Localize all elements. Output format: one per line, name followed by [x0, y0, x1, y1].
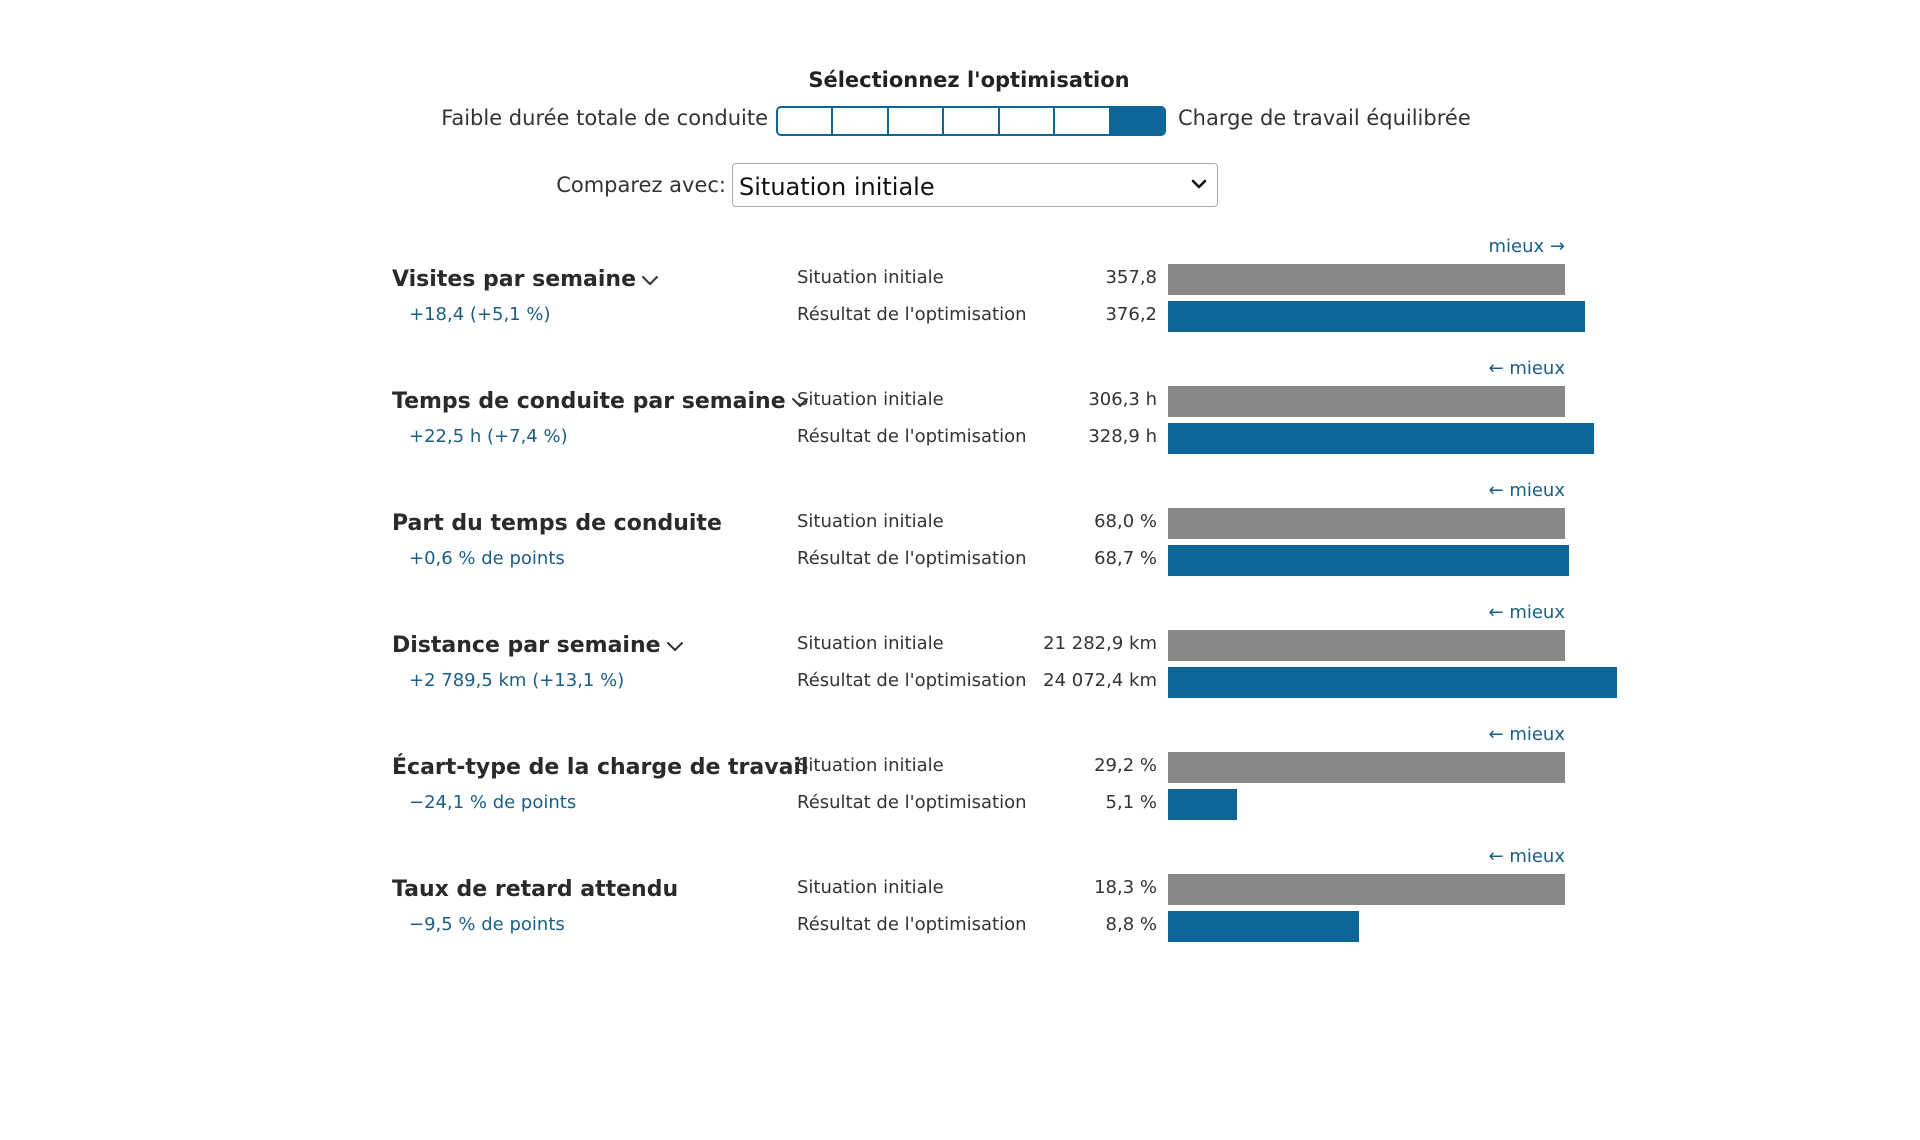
initial-bar — [1168, 386, 1565, 417]
optimization-segment-6[interactable] — [1055, 108, 1111, 134]
metric-title-text: Temps de conduite par semaine — [392, 389, 786, 414]
initial-row-label: Situation initiale — [797, 877, 944, 898]
optimized-row-label: Résultat de l'optimisation — [797, 792, 1027, 813]
better-direction-hint: ← mieux — [1488, 724, 1565, 745]
optimized-value: 328,9 h — [1088, 426, 1157, 447]
initial-bar — [1168, 752, 1565, 783]
initial-row-label: Situation initiale — [797, 389, 944, 410]
better-direction-hint: ← mieux — [1488, 846, 1565, 867]
metric-delta: +0,6 % de points — [409, 548, 565, 569]
metric-title: Taux de retard attendu — [392, 877, 678, 902]
metric-title: Écart-type de la charge de travail — [392, 755, 809, 780]
metric-block: ← mieux Distance par semaine +2 789,5 km (… — [0, 602, 1920, 722]
initial-value: 21 282,9 km — [1043, 633, 1157, 654]
metric-delta: −24,1 % de points — [409, 792, 577, 813]
optimization-left-label: Faible durée totale de conduite — [441, 106, 768, 130]
initial-row-label: Situation initiale — [797, 511, 944, 532]
optimized-value: 24 072,4 km — [1043, 670, 1157, 691]
metric-title-text: Écart-type de la charge de travail — [392, 755, 809, 780]
better-direction-hint: mieux → — [1488, 236, 1565, 257]
metric-title[interactable]: Distance par semaine — [392, 633, 684, 658]
metric-title-text: Part du temps de conduite — [392, 511, 722, 536]
metric-delta: +22,5 h (+7,4 %) — [409, 426, 568, 447]
initial-value: 18,3 % — [1094, 877, 1157, 898]
optimized-bar — [1168, 667, 1617, 698]
metric-title-text: Distance par semaine — [392, 633, 661, 658]
optimized-row-label: Résultat de l'optimisation — [797, 304, 1027, 325]
metric-delta: +2 789,5 km (+13,1 %) — [409, 670, 625, 691]
metric-block: ← mieux Part du temps de conduite +0,6 % d… — [0, 480, 1920, 600]
initial-value: 357,8 — [1105, 267, 1157, 288]
better-direction-hint: ← mieux — [1488, 602, 1565, 623]
optimized-value: 376,2 — [1105, 304, 1157, 325]
metric-block: ← mieux Écart-type de la charge de travai… — [0, 724, 1920, 844]
optimization-slider[interactable] — [776, 106, 1166, 136]
metric-block: ← mieux Taux de retard attendu −9,5 % de p… — [0, 846, 1920, 966]
optimized-row-label: Résultat de l'optimisation — [797, 426, 1027, 447]
better-direction-hint: ← mieux — [1488, 480, 1565, 501]
initial-bar — [1168, 874, 1565, 905]
chevron-down-icon — [642, 275, 659, 285]
metric-delta: +18,4 (+5,1 %) — [409, 304, 551, 325]
optimized-row-label: Résultat de l'optimisation — [797, 914, 1027, 935]
optimization-segment-7[interactable] — [1110, 108, 1164, 134]
optimized-value: 68,7 % — [1094, 548, 1157, 569]
initial-row-label: Situation initiale — [797, 755, 944, 776]
optimized-row-label: Résultat de l'optimisation — [797, 548, 1027, 569]
metric-title-text: Taux de retard attendu — [392, 877, 679, 902]
initial-row-label: Situation initiale — [797, 267, 944, 288]
optimization-title: Sélectionnez l'optimisation — [808, 68, 1130, 92]
optimization-segment-3[interactable] — [888, 108, 945, 134]
metric-title[interactable]: Visites par semaine — [392, 267, 659, 292]
compare-label: Comparez avec: — [556, 173, 726, 197]
initial-bar — [1168, 630, 1565, 661]
chevron-down-icon — [1191, 179, 1207, 189]
chevron-down-icon — [791, 397, 808, 407]
compare-selected-value: Situation initiale — [739, 173, 935, 201]
metric-title: Part du temps de conduite — [392, 511, 722, 536]
compare-select[interactable]: Situation initiale — [732, 163, 1218, 207]
optimized-bar — [1168, 789, 1237, 820]
better-direction-hint: ← mieux — [1488, 358, 1565, 379]
optimized-row-label: Résultat de l'optimisation — [797, 670, 1027, 691]
optimization-segment-5[interactable] — [999, 108, 1056, 134]
metric-delta: −9,5 % de points — [409, 914, 565, 935]
optimized-bar — [1168, 301, 1585, 332]
optimized-value: 5,1 % — [1105, 792, 1157, 813]
optimized-bar — [1168, 545, 1569, 576]
metric-block: mieux → Visites par semaine +18,4 (+5,1 %)… — [0, 236, 1920, 356]
optimized-value: 8,8 % — [1105, 914, 1157, 935]
initial-value: 29,2 % — [1094, 755, 1157, 776]
metric-block: ← mieux Temps de conduite par semaine +22,… — [0, 358, 1920, 478]
optimization-right-label: Charge de travail équilibrée — [1178, 106, 1471, 130]
metric-title-text: Visites par semaine — [392, 267, 637, 292]
optimization-segment-2[interactable] — [833, 108, 889, 134]
optimization-segment-1[interactable] — [778, 108, 834, 134]
initial-value: 68,0 % — [1094, 511, 1157, 532]
initial-bar — [1168, 264, 1565, 295]
metric-title[interactable]: Temps de conduite par semaine — [392, 389, 809, 414]
initial-bar — [1168, 508, 1565, 539]
optimization-segment-4[interactable] — [944, 108, 1000, 134]
initial-row-label: Situation initiale — [797, 633, 944, 654]
optimized-bar — [1168, 423, 1594, 454]
chevron-down-icon — [666, 641, 683, 651]
initial-value: 306,3 h — [1088, 389, 1157, 410]
optimized-bar — [1168, 911, 1359, 942]
